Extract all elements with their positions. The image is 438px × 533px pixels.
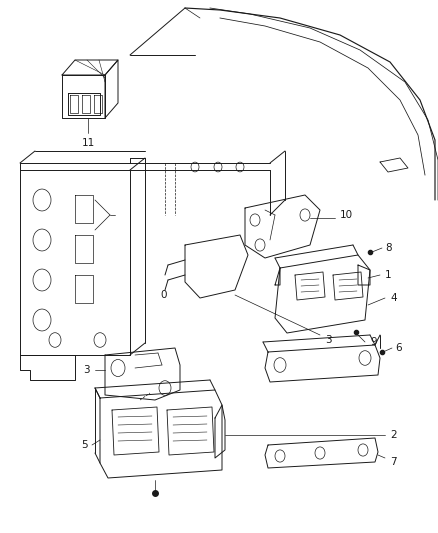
Text: 4: 4	[390, 293, 397, 303]
Text: 11: 11	[81, 138, 95, 148]
Text: 9: 9	[370, 337, 377, 347]
Text: 0: 0	[160, 290, 166, 300]
Text: 3: 3	[83, 365, 90, 375]
Text: 8: 8	[385, 243, 392, 253]
Text: 6: 6	[395, 343, 402, 353]
Text: 3: 3	[325, 335, 332, 345]
Text: 1: 1	[385, 270, 392, 280]
Text: 7: 7	[390, 457, 397, 467]
Text: 2: 2	[390, 430, 397, 440]
Text: 10: 10	[340, 210, 353, 220]
Text: 5: 5	[81, 440, 88, 450]
